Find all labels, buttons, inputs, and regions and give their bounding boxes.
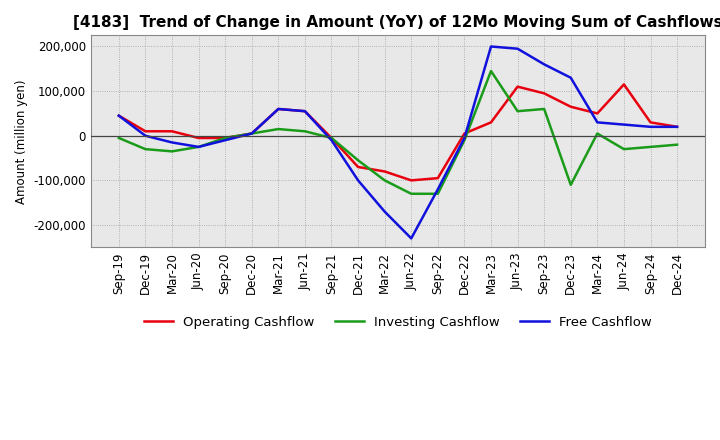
Operating Cashflow	[407, 178, 415, 183]
Investing Cashflow	[354, 158, 362, 163]
Free Cashflow	[513, 46, 522, 51]
Investing Cashflow	[460, 138, 469, 143]
Title: [4183]  Trend of Change in Amount (YoY) of 12Mo Moving Sum of Cashflows: [4183] Trend of Change in Amount (YoY) o…	[73, 15, 720, 30]
Investing Cashflow	[274, 126, 283, 132]
Investing Cashflow	[114, 136, 123, 141]
Line: Investing Cashflow: Investing Cashflow	[119, 71, 677, 194]
Investing Cashflow	[513, 109, 522, 114]
Free Cashflow	[274, 106, 283, 112]
Free Cashflow	[194, 144, 203, 150]
Operating Cashflow	[168, 128, 176, 134]
Free Cashflow	[354, 178, 362, 183]
Investing Cashflow	[221, 136, 230, 141]
Investing Cashflow	[248, 131, 256, 136]
Operating Cashflow	[567, 104, 575, 110]
Investing Cashflow	[380, 178, 389, 183]
Operating Cashflow	[221, 136, 230, 141]
Investing Cashflow	[540, 106, 549, 112]
Line: Free Cashflow: Free Cashflow	[119, 47, 677, 238]
Investing Cashflow	[327, 136, 336, 141]
Investing Cashflow	[567, 182, 575, 187]
Investing Cashflow	[672, 142, 681, 147]
Free Cashflow	[248, 131, 256, 136]
Operating Cashflow	[194, 136, 203, 141]
Free Cashflow	[433, 187, 442, 192]
Y-axis label: Amount (million yen): Amount (million yen)	[15, 79, 28, 204]
Free Cashflow	[327, 138, 336, 143]
Investing Cashflow	[593, 131, 602, 136]
Free Cashflow	[300, 109, 309, 114]
Operating Cashflow	[460, 131, 469, 136]
Investing Cashflow	[646, 144, 654, 150]
Free Cashflow	[114, 113, 123, 118]
Operating Cashflow	[380, 169, 389, 174]
Free Cashflow	[141, 133, 150, 139]
Investing Cashflow	[168, 149, 176, 154]
Investing Cashflow	[433, 191, 442, 196]
Legend: Operating Cashflow, Investing Cashflow, Free Cashflow: Operating Cashflow, Investing Cashflow, …	[138, 311, 657, 334]
Investing Cashflow	[620, 147, 629, 152]
Operating Cashflow	[620, 82, 629, 87]
Free Cashflow	[646, 124, 654, 129]
Free Cashflow	[540, 62, 549, 67]
Free Cashflow	[567, 75, 575, 81]
Free Cashflow	[672, 124, 681, 129]
Investing Cashflow	[407, 191, 415, 196]
Operating Cashflow	[593, 111, 602, 116]
Operating Cashflow	[487, 120, 495, 125]
Free Cashflow	[460, 136, 469, 141]
Operating Cashflow	[646, 120, 654, 125]
Investing Cashflow	[487, 68, 495, 73]
Operating Cashflow	[300, 109, 309, 114]
Free Cashflow	[487, 44, 495, 49]
Operating Cashflow	[248, 131, 256, 136]
Operating Cashflow	[327, 136, 336, 141]
Operating Cashflow	[274, 106, 283, 112]
Free Cashflow	[168, 140, 176, 145]
Free Cashflow	[380, 209, 389, 214]
Investing Cashflow	[141, 147, 150, 152]
Operating Cashflow	[513, 84, 522, 89]
Investing Cashflow	[300, 128, 309, 134]
Free Cashflow	[221, 138, 230, 143]
Line: Operating Cashflow: Operating Cashflow	[119, 84, 677, 180]
Free Cashflow	[593, 120, 602, 125]
Operating Cashflow	[114, 113, 123, 118]
Operating Cashflow	[433, 176, 442, 181]
Free Cashflow	[620, 122, 629, 127]
Investing Cashflow	[194, 144, 203, 150]
Free Cashflow	[407, 236, 415, 241]
Operating Cashflow	[354, 165, 362, 170]
Operating Cashflow	[540, 91, 549, 96]
Operating Cashflow	[672, 124, 681, 129]
Operating Cashflow	[141, 128, 150, 134]
